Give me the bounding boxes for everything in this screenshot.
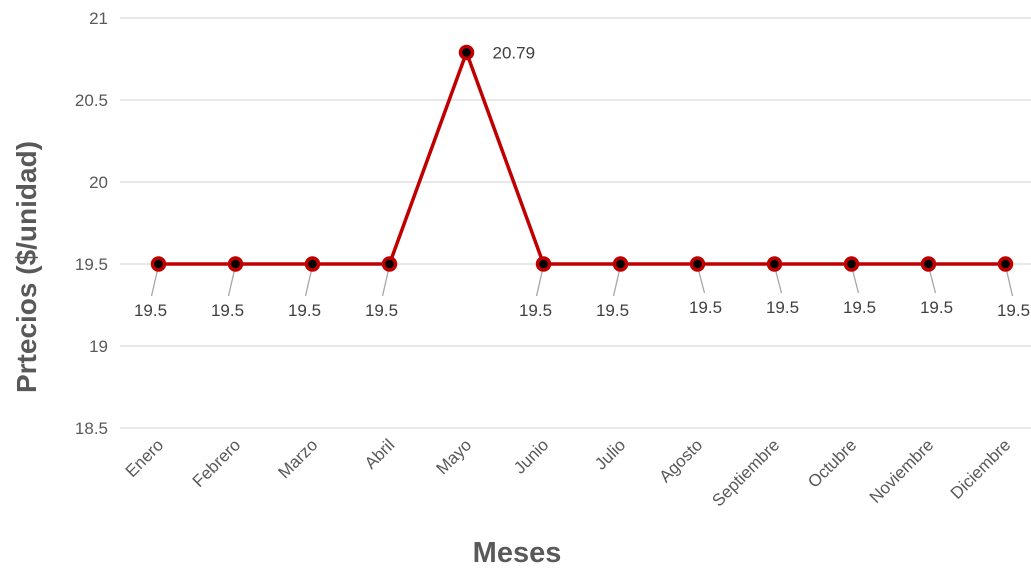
data-point xyxy=(997,256,1014,272)
y-tick-label: 21 xyxy=(89,9,108,28)
data-point xyxy=(381,256,398,272)
y-axis-title: Prtecios ($/unidad) xyxy=(11,141,42,393)
label-leader-line xyxy=(304,269,313,297)
data-point xyxy=(535,256,552,272)
y-tick-label: 20.5 xyxy=(75,91,108,110)
data-label: 19.5 xyxy=(211,301,244,320)
data-label: 19.5 xyxy=(134,301,167,320)
x-tick-label: Noviembre xyxy=(866,435,938,507)
label-leader-line xyxy=(697,269,706,294)
data-label: 19.5 xyxy=(766,298,799,317)
label-leader-line xyxy=(851,269,860,294)
y-axis-ticks: 18.5 19 19.5 20 20.5 21 xyxy=(75,9,108,438)
data-label-leaders xyxy=(150,269,1014,297)
data-label: 19.5 xyxy=(596,301,629,320)
gridlines xyxy=(120,17,1031,429)
data-point xyxy=(458,44,475,61)
y-tick-label: 19.5 xyxy=(75,255,108,274)
label-leader-line xyxy=(227,269,236,297)
data-point xyxy=(150,256,167,272)
label-leader-line xyxy=(1005,269,1014,297)
data-label: 19.5 xyxy=(365,301,398,320)
data-label: 19.5 xyxy=(288,301,321,320)
y-tick-label: 18.5 xyxy=(75,419,108,438)
label-leader-line xyxy=(535,269,544,297)
data-label: 19.5 xyxy=(689,298,722,317)
x-tick-label: Diciembre xyxy=(947,435,1015,503)
x-tick-label: Mayo xyxy=(432,435,475,478)
data-label: 19.5 xyxy=(519,301,552,320)
x-tick-label: Marzo xyxy=(274,435,321,482)
data-label: 19.5 xyxy=(920,298,953,317)
label-leader-line xyxy=(774,269,783,294)
series-line xyxy=(158,47,1006,266)
x-tick-label: Agosto xyxy=(655,435,706,486)
series-line-path xyxy=(158,47,1006,266)
x-axis-ticks: Enero Febrero Marzo Abril Mayo Junio Julio Agos… xyxy=(122,435,1015,510)
data-label: 20.79 xyxy=(493,43,536,62)
x-tick-label: Octubre xyxy=(804,435,860,491)
data-label: 19.5 xyxy=(997,301,1030,320)
label-leader-line xyxy=(150,269,159,297)
data-point xyxy=(304,256,321,272)
x-tick-label: Abril xyxy=(361,435,398,472)
label-leader-line xyxy=(381,269,390,297)
data-points xyxy=(150,44,1014,272)
x-tick-label: Febrero xyxy=(189,435,245,491)
data-label: 19.5 xyxy=(843,298,876,317)
data-point xyxy=(843,256,860,272)
x-axis-title: Meses xyxy=(473,537,562,569)
x-tick-label: Septiembre xyxy=(708,435,783,510)
data-labels: 19.5 19.5 19.5 19.5 20.79 19.5 19.5 19.5 19.5 19.… xyxy=(134,43,1030,320)
data-point xyxy=(227,256,244,272)
y-tick-label: 19 xyxy=(89,337,108,356)
y-tick-label: 20 xyxy=(89,173,108,192)
data-point xyxy=(766,256,783,272)
x-tick-label: Julio xyxy=(591,435,629,473)
data-point xyxy=(920,256,937,272)
x-tick-label: Junio xyxy=(510,435,552,477)
label-leader-line xyxy=(612,269,621,297)
data-point xyxy=(612,256,629,272)
data-point xyxy=(689,256,706,272)
label-leader-line xyxy=(928,269,937,294)
x-tick-label: Enero xyxy=(122,435,168,481)
